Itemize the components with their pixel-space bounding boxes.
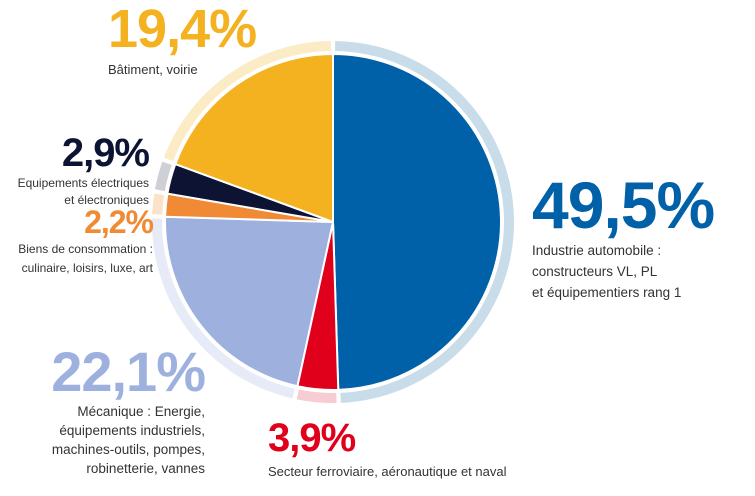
value-label: 3,9% <box>268 416 356 460</box>
label-automobile: 49,5% Industrie automobile : constructeu… <box>532 168 715 303</box>
ring-segment-mecanique <box>151 218 295 399</box>
category-label: Mécanique : Energie, équipements industr… <box>51 404 205 476</box>
ring-segment-equipements-electriques <box>154 161 172 192</box>
label-biens-consommation: 2,2% Biens de consommation : culinaire, … <box>18 204 154 278</box>
label-batiment: 19,4% Bâtiment, voirie <box>108 0 257 79</box>
outer-ring-group <box>151 41 515 403</box>
label-equipements-electriques: 2,9% Equipements électriques et électron… <box>17 131 150 209</box>
value-label: 49,5% <box>532 168 715 242</box>
category-label: Bâtiment, voirie <box>108 62 198 77</box>
category-label: Secteur ferroviaire, aéronautique et nav… <box>268 464 507 479</box>
pie-slice-batiment <box>174 53 334 223</box>
ring-segment-biens-consommation <box>152 193 165 215</box>
category-label: Industrie automobile : constructeurs VL,… <box>532 243 682 300</box>
pie-slice-automobile <box>332 53 502 391</box>
label-ferroviaire: 3,9% Secteur ferroviaire, aéronautique e… <box>268 418 506 481</box>
label-mecanique: 22,1% Mécanique : Energie, équipements i… <box>51 340 206 478</box>
pie-slices-group <box>164 53 502 391</box>
value-label: 2,2% <box>84 204 154 240</box>
value-label: 19,4% <box>108 0 257 59</box>
category-label: Biens de consommation : culinaire, loisi… <box>18 242 153 275</box>
category-label: Equipements électriques et électroniques <box>17 176 149 207</box>
value-label: 2,9% <box>61 131 150 175</box>
ring-segment-batiment <box>163 41 331 162</box>
ring-segment-ferroviaire <box>296 389 337 403</box>
pie-slice-mecanique <box>164 215 334 388</box>
value-label: 22,1% <box>51 340 206 403</box>
